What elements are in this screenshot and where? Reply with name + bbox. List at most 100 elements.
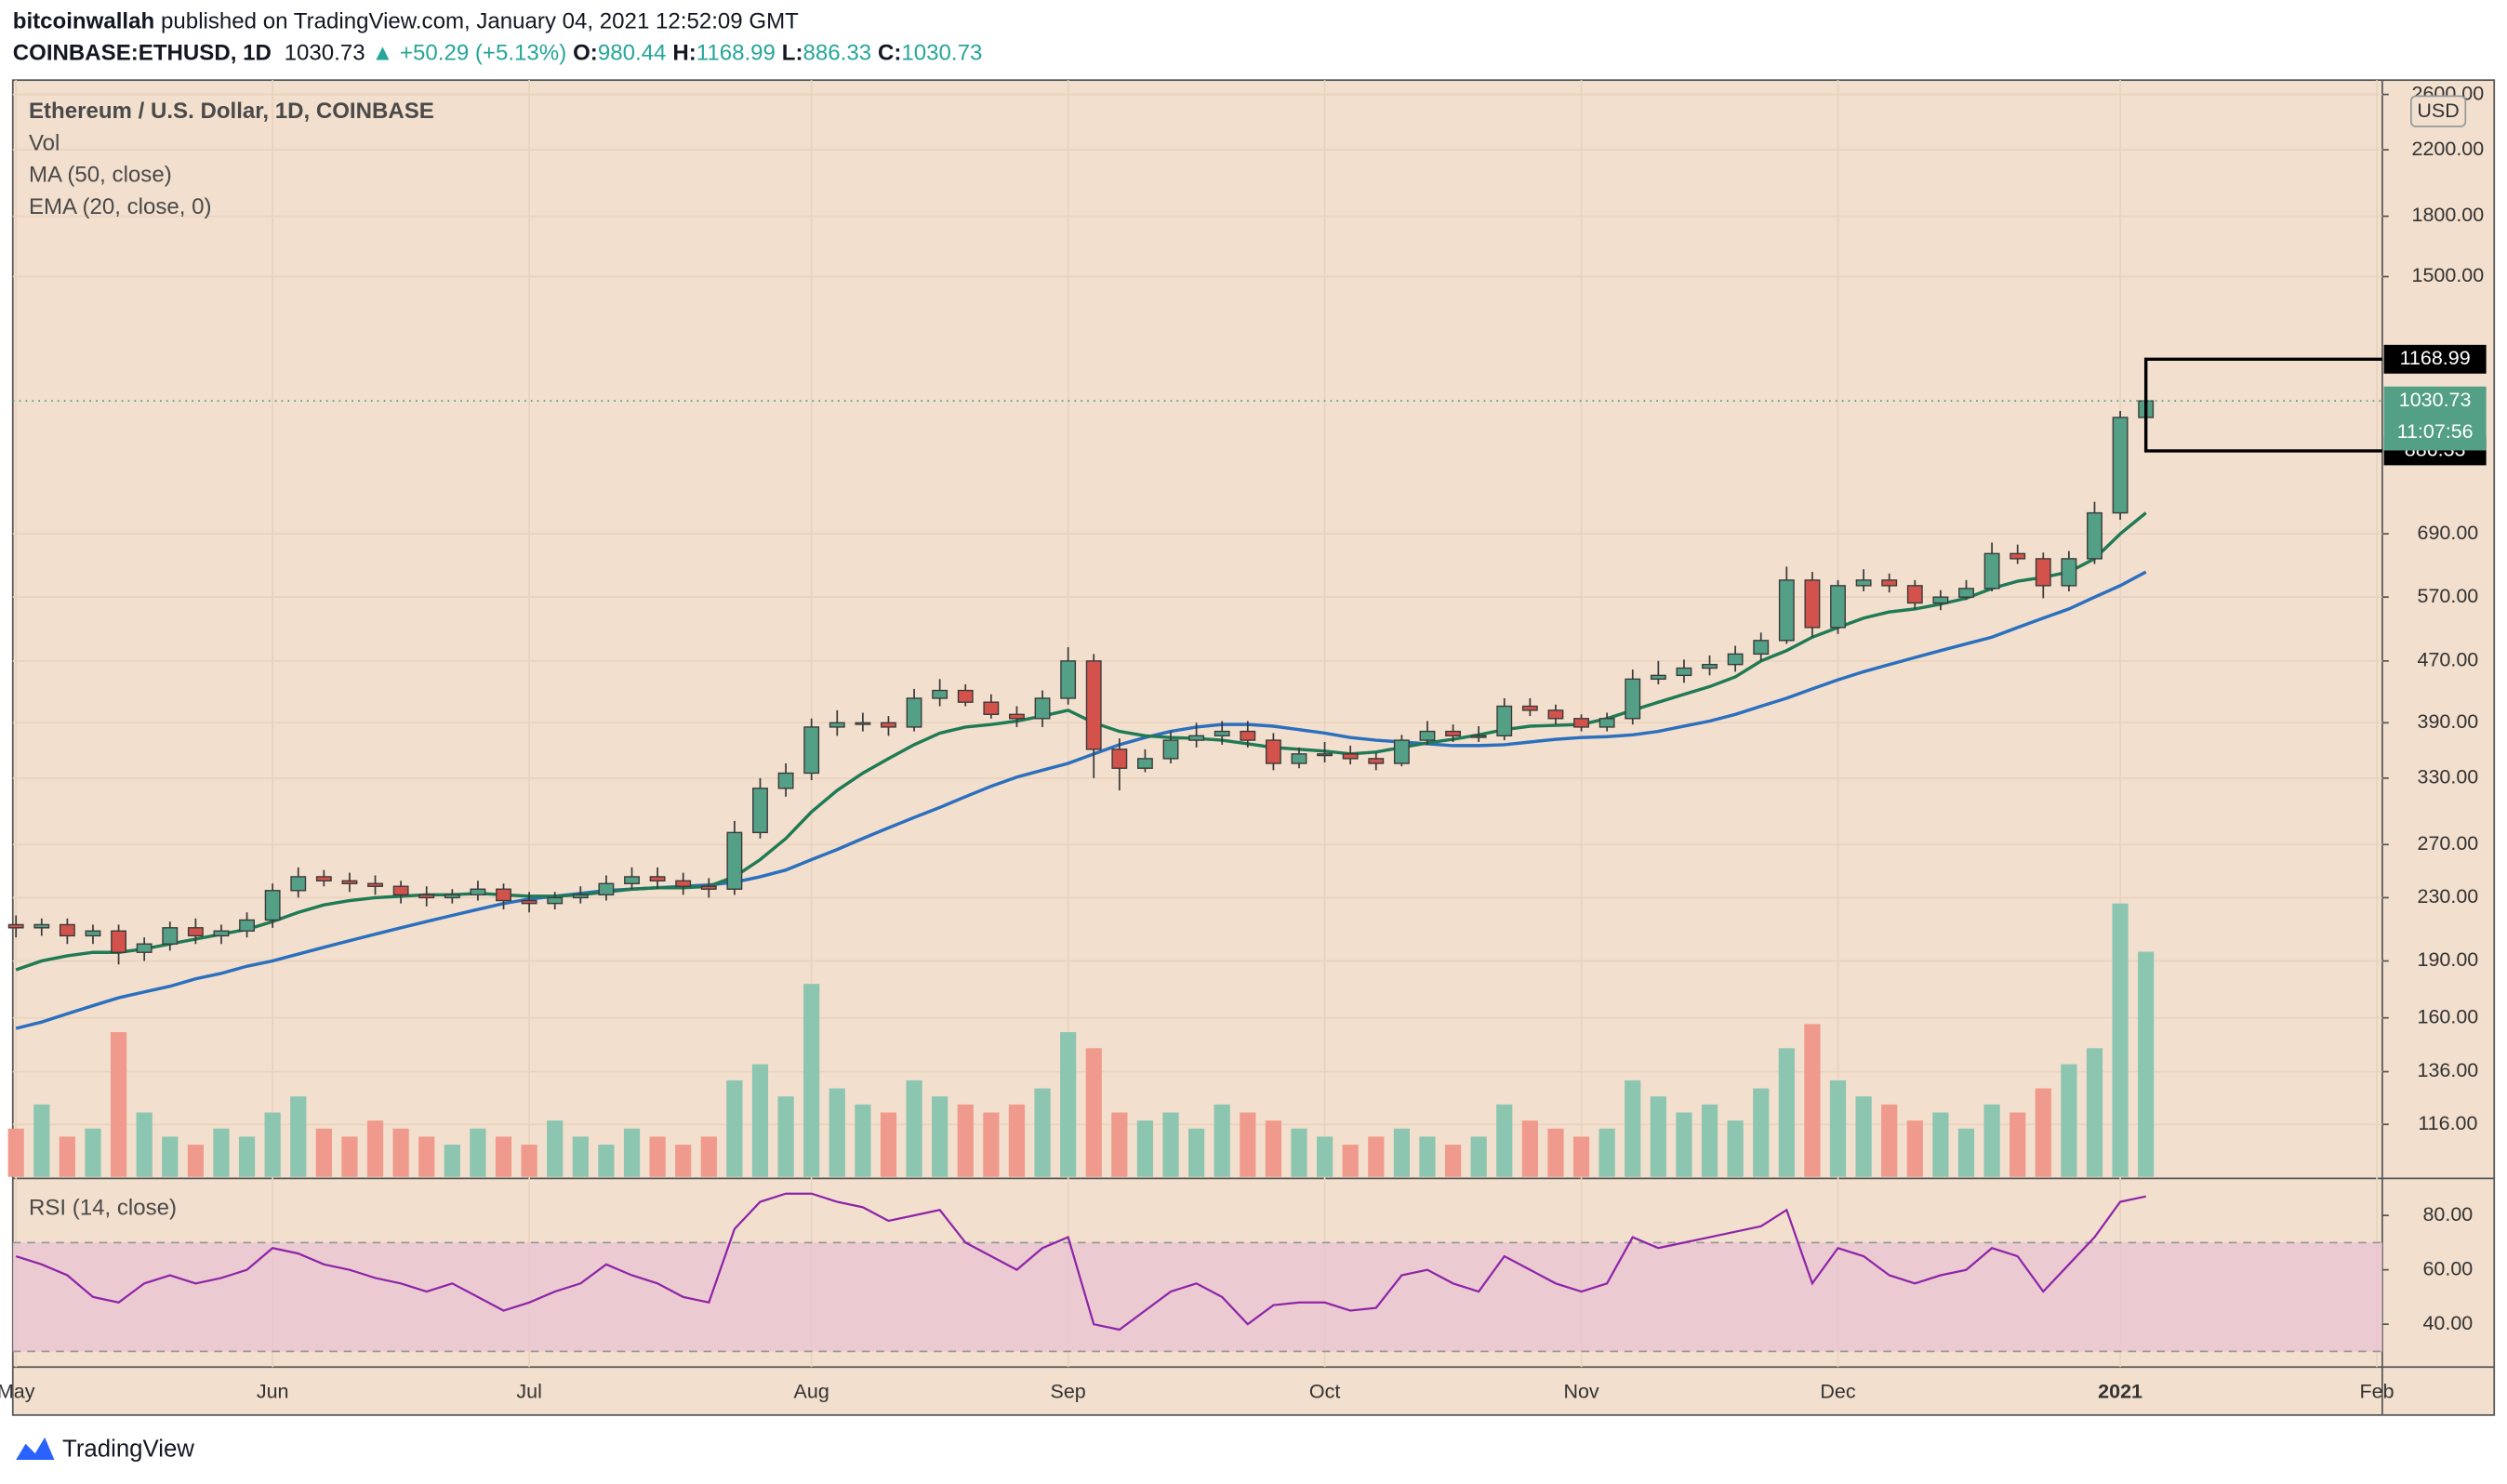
volume-bar xyxy=(366,1120,384,1177)
candle-body xyxy=(752,788,768,834)
volume-bar xyxy=(1855,1096,1872,1177)
candle-body xyxy=(1445,730,1462,736)
candle-body xyxy=(1702,663,1718,669)
x-tick-label: Sep xyxy=(1051,1380,1086,1402)
volume-bar xyxy=(1291,1128,1307,1177)
volume-bar xyxy=(1701,1104,1718,1177)
indicator-line xyxy=(15,570,2147,1030)
currency: USD xyxy=(2417,99,2459,122)
volume-bar xyxy=(521,1145,537,1177)
candle-body xyxy=(7,923,24,929)
high-low-bracket xyxy=(2143,357,2382,453)
candle-body xyxy=(983,701,1000,715)
volume-bar xyxy=(1188,1128,1205,1177)
volume-bar xyxy=(1136,1120,1154,1177)
candle-body xyxy=(881,722,896,728)
volume-bar xyxy=(2061,1064,2077,1177)
volume-bar xyxy=(162,1136,179,1177)
close-label: C: xyxy=(878,41,901,66)
volume-bar xyxy=(1214,1104,1230,1177)
candle-body xyxy=(111,930,127,953)
candle-body xyxy=(33,923,50,929)
candle-body xyxy=(444,894,460,899)
low-value: 886.33 xyxy=(803,41,872,66)
candle-body xyxy=(2035,558,2051,587)
x-tick-label: Dec xyxy=(1820,1380,1855,1402)
volume-bar xyxy=(726,1080,743,1177)
header-line-2: COINBASE:ETHUSD, 1D 1030.73 ▲ +50.29 (+5.1… xyxy=(13,41,983,66)
volume-bar xyxy=(1008,1104,1026,1177)
y-tick-label: 230.00 xyxy=(2418,885,2479,908)
candle-body xyxy=(1778,579,1795,642)
candle-body xyxy=(855,722,871,725)
candle-body xyxy=(675,880,692,887)
volume-bar xyxy=(906,1080,922,1177)
low-label: L: xyxy=(782,41,803,66)
candle-body xyxy=(1291,753,1307,764)
candle-body xyxy=(1111,749,1128,769)
candle-body xyxy=(2087,511,2102,560)
candle-body xyxy=(162,927,179,945)
candle-body xyxy=(521,899,537,905)
candle-body xyxy=(470,888,486,896)
candle-body xyxy=(803,726,820,775)
y-tick-label: 270.00 xyxy=(2418,832,2479,855)
volume-bar xyxy=(1778,1048,1795,1177)
candle-body xyxy=(1573,718,1589,728)
rsi-band xyxy=(12,1242,2382,1352)
y-tick-label: 1500.00 xyxy=(2412,264,2485,286)
candle-body xyxy=(1060,660,1077,699)
volume xyxy=(7,903,2155,1177)
x-tick-label: Aug xyxy=(794,1380,829,1402)
candle-body xyxy=(1265,739,1281,764)
rsi-y-tick-label: 60.00 xyxy=(2422,1257,2473,1279)
volume-bar xyxy=(1342,1145,1359,1177)
volume-bar xyxy=(1496,1104,1513,1177)
high-label: 1168.99 xyxy=(2400,347,2471,369)
candle-body xyxy=(1650,674,1666,681)
candle-body xyxy=(1547,709,1564,720)
y-tick-label: 570.00 xyxy=(2418,585,2479,607)
x-tick-label: Nov xyxy=(1563,1380,1598,1402)
y-tick-label: 330.00 xyxy=(2418,766,2479,788)
open-value: 980.44 xyxy=(598,41,667,66)
x-tick-label: Jul xyxy=(516,1380,541,1402)
candle-body xyxy=(136,943,153,953)
volume-bar xyxy=(855,1104,871,1177)
candle-body xyxy=(1496,705,1513,736)
volume-bar xyxy=(59,1136,75,1177)
volume-bar xyxy=(136,1112,153,1177)
close-label: 1030.73 xyxy=(2399,389,2472,411)
candle-body xyxy=(547,896,564,905)
rsi-line xyxy=(15,1192,2146,1332)
axes: 116.00 136.00 160.00 190.00 230.00 270.00 330.… xyxy=(0,82,2487,1402)
volume-bar xyxy=(829,1088,845,1177)
volume-bar xyxy=(777,1096,794,1177)
volume-bar xyxy=(932,1096,948,1177)
candle-body xyxy=(1753,640,1770,656)
countdown: 11:07:56 xyxy=(2397,420,2474,443)
volume-bar xyxy=(572,1136,589,1177)
volume-bar xyxy=(1572,1136,1590,1177)
candle-body xyxy=(1317,753,1333,757)
volume-bar xyxy=(290,1096,307,1177)
y-tick-label: 390.00 xyxy=(2418,710,2479,733)
open-label: O: xyxy=(573,41,598,66)
candle-body xyxy=(829,722,845,728)
volume-bar xyxy=(2010,1112,2026,1177)
candle-body xyxy=(1983,552,2000,590)
candle-body xyxy=(726,831,743,890)
volume-bar xyxy=(1547,1128,1564,1177)
candle-body xyxy=(1830,585,1846,629)
candle-body xyxy=(315,876,332,881)
volume-bar xyxy=(1906,1120,1923,1177)
volume-bar xyxy=(803,984,820,1177)
volume-bar xyxy=(675,1145,692,1177)
y-tick-label: 470.00 xyxy=(2418,649,2479,671)
x-tick-label: 2021 xyxy=(2098,1380,2142,1402)
volume-bar xyxy=(1727,1120,1744,1177)
volume-bar xyxy=(1265,1120,1282,1177)
volume-bar xyxy=(444,1145,460,1177)
candle-body xyxy=(1521,705,1538,711)
